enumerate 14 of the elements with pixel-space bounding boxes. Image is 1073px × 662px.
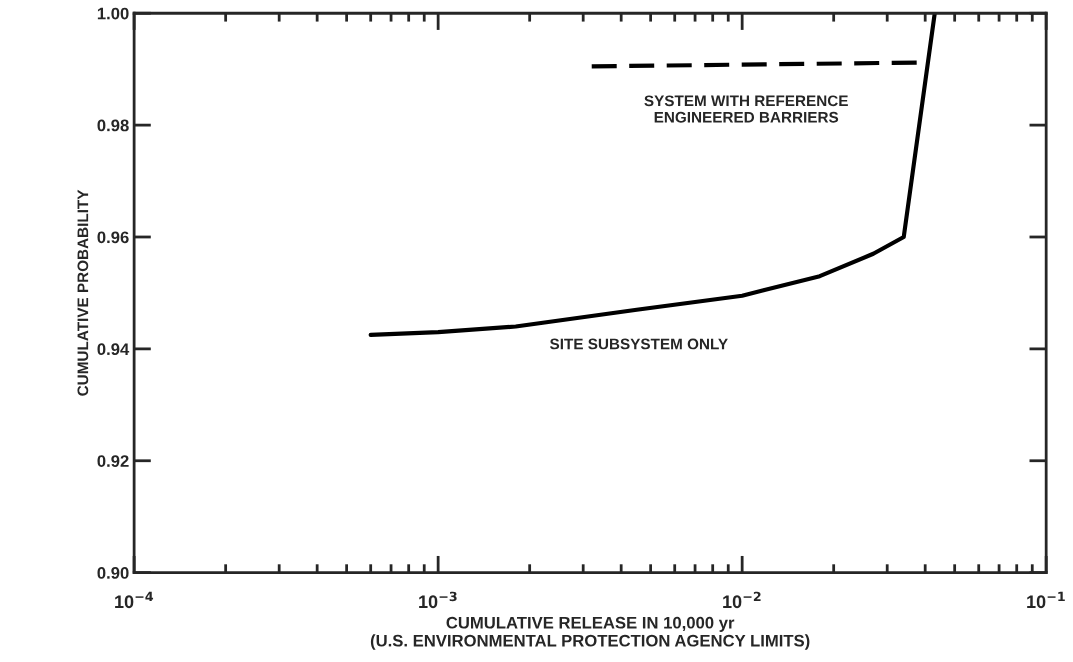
y-axis-title: CUMULATIVE PROBABILITY	[77, 189, 89, 396]
x-tick-label: 10$^{−1}$	[1027, 591, 1065, 609]
y-tick-label: 0.94	[97, 343, 130, 356]
x-tick-label: 10$^{−4}$	[115, 591, 154, 609]
y-tick-label: 1.00	[97, 7, 129, 20]
x-axis-title: CUMULATIVE RELEASE IN 10,000 yr (U.S. ENVIRONMENTAL PROTECTION AGENCY LIMITS)	[370, 616, 810, 650]
x-tick-label: 10$^{−3}$	[419, 591, 457, 609]
y-tick-label: 0.92	[97, 455, 129, 467]
series-label: SITE SUBSYSTEM ONLY	[549, 338, 728, 350]
y-tick-label: 0.90	[97, 567, 129, 579]
y-tick-label: 0.96	[97, 231, 129, 244]
series-label: SYSTEM WITH REFERENCE ENGINEERED BARRIERS	[644, 95, 848, 123]
x-tick-label: 10$^{−2}$	[723, 591, 761, 609]
y-tick-label: 0.98	[97, 119, 129, 132]
